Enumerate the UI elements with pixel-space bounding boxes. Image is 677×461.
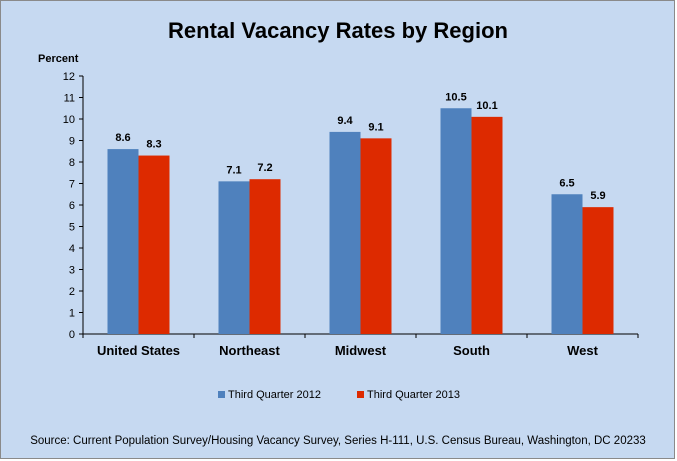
chart-title: Rental Vacancy Rates by Region [168, 18, 508, 43]
x-category-label: South [453, 343, 490, 358]
source-note: Source: Current Population Survey/Housin… [30, 435, 646, 447]
bar [471, 116, 503, 334]
y-tick-label: 1 [69, 308, 75, 320]
bar [218, 181, 250, 334]
data-label: 5.9 [590, 190, 605, 202]
x-category-label: Midwest [335, 343, 387, 358]
bar [138, 155, 170, 334]
bar [440, 108, 472, 334]
legend-label: Third Quarter 2013 [367, 389, 460, 401]
data-label: 10.5 [445, 91, 466, 103]
y-tick-label: 11 [64, 93, 75, 105]
legend: Third Quarter 2012 Third Quarter 2013 [218, 389, 460, 401]
data-label: 9.1 [368, 121, 383, 133]
y-axis-label: Percent [38, 53, 79, 65]
bar [107, 149, 139, 334]
y-tick-label: 6 [69, 200, 75, 212]
y-tick-label: 2 [69, 286, 75, 298]
y-tick-label: 10 [63, 114, 75, 126]
x-category-label: Northeast [219, 343, 280, 358]
y-tick-label: 0 [69, 329, 75, 341]
y-tick-label: 4 [69, 243, 75, 255]
y-tick-label: 8 [69, 157, 75, 169]
bar [249, 179, 281, 334]
data-label: 7.1 [226, 164, 241, 176]
x-category-label: West [567, 343, 598, 358]
bar [582, 207, 614, 334]
y-tick-label: 12 [63, 71, 75, 83]
x-category-label: United States [97, 343, 180, 358]
data-label: 8.3 [146, 139, 161, 151]
y-tick-label: 7 [69, 179, 75, 191]
legend-swatch [218, 391, 225, 398]
bar [329, 131, 361, 334]
bar [360, 138, 392, 334]
data-label: 9.4 [337, 115, 353, 127]
y-tick-label: 3 [69, 265, 75, 277]
data-label: 8.6 [115, 132, 130, 144]
legend-label: Third Quarter 2012 [228, 389, 321, 401]
data-label: 10.1 [476, 100, 497, 112]
legend-swatch [357, 391, 364, 398]
y-tick-label: 5 [69, 222, 75, 234]
data-label: 6.5 [559, 177, 574, 189]
data-label: 7.2 [257, 162, 272, 174]
y-tick-label: 9 [69, 136, 75, 148]
bar [551, 194, 583, 334]
